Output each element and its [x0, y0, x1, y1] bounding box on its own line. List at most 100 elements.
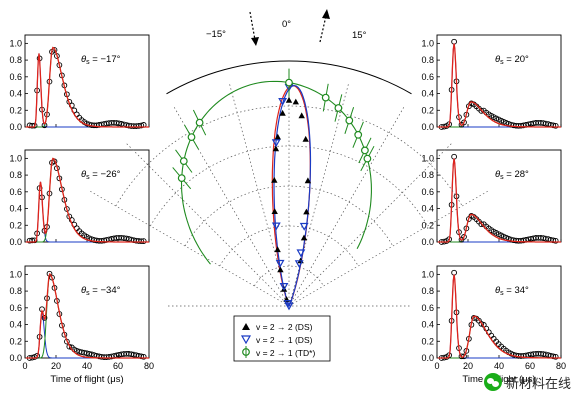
ytick-label: 0.8	[9, 55, 22, 65]
ds22-point	[304, 177, 312, 184]
ytick-label: 0.2	[421, 336, 434, 346]
xaxis-label: Time of flight (μs)	[50, 374, 123, 385]
ytick-label: 0.2	[421, 105, 434, 115]
data-point	[49, 274, 55, 281]
total-fit-curve	[25, 46, 149, 128]
ytick-label: 0.4	[421, 89, 434, 99]
data-point	[552, 353, 559, 360]
grid-radial	[228, 81, 290, 307]
ds21-point	[294, 260, 304, 269]
ds22-point	[292, 98, 299, 105]
legend-label-2: v = 2 → 1 (TD*)	[256, 348, 315, 358]
grid-arc	[254, 265, 324, 287]
ytick-label: 0.2	[9, 336, 22, 346]
ytick-label: 0.8	[421, 170, 434, 180]
data-point	[461, 119, 467, 126]
ds22-point	[272, 145, 280, 152]
ds22-point	[303, 208, 310, 215]
xtick-label: 40	[82, 361, 92, 371]
ds22-point	[274, 246, 281, 253]
data-point	[140, 238, 147, 244]
ytick-label: 0.6	[9, 72, 22, 82]
ds22-point	[285, 96, 293, 103]
theta-annotation: θs = 34°	[495, 285, 529, 297]
grid-arc	[219, 225, 359, 267]
ytick-label: 0.4	[9, 204, 22, 214]
ytick-label: 0.2	[9, 220, 22, 230]
ytick-label: 0.8	[9, 286, 22, 296]
xtick-label: 60	[113, 361, 123, 371]
td-point	[187, 133, 196, 142]
polar-points	[172, 68, 375, 311]
ytick-label: 0.8	[421, 286, 434, 296]
xtick-label: 60	[525, 361, 535, 371]
xtick-label: 20	[51, 361, 61, 371]
data-point	[34, 352, 40, 359]
ds21-point	[278, 98, 288, 106]
grid-arc	[115, 105, 463, 207]
data-point	[542, 235, 549, 242]
ds22-point	[277, 266, 284, 273]
ytick-label: 0.8	[9, 170, 22, 180]
data-point	[83, 350, 90, 357]
ds22-point	[302, 135, 309, 142]
xtick-label: 0	[434, 361, 439, 371]
data-point	[88, 351, 95, 358]
data-point	[41, 315, 48, 321]
tof-panel-c: 0.0 0.2 0.4 0.6 0.8 1.0 0 20 40 60 80 Time of fligh…	[9, 265, 154, 385]
data-point	[550, 353, 557, 360]
ds22-point	[271, 176, 278, 183]
total-fit-curve	[437, 43, 561, 128]
data-point	[478, 108, 485, 114]
angle-label-neg15: −15°	[206, 29, 226, 40]
angle-label-15: 15°	[352, 30, 367, 41]
tof-frame	[436, 265, 562, 359]
grid-radial	[288, 104, 406, 307]
ytick-label: 1.0	[421, 153, 434, 163]
data-point	[73, 347, 80, 354]
theta-annotation: θs = 28°	[495, 169, 529, 181]
ds21-point	[284, 302, 294, 311]
tof-panel-b: 0.0 0.2 0.4 0.6 0.8 1.0 θs = −26°	[9, 149, 150, 247]
ytick-label: 0.4	[9, 89, 22, 99]
data-point	[130, 351, 137, 358]
td-point	[361, 146, 369, 155]
td-point	[345, 116, 354, 125]
ds22-point	[298, 112, 305, 119]
ytick-label: 1.0	[421, 269, 434, 279]
grid-radial	[288, 81, 350, 307]
data-point	[138, 122, 145, 129]
data-point	[552, 237, 559, 244]
tof-frame	[24, 149, 150, 243]
data-point	[31, 122, 38, 129]
ytick-label: 0.6	[9, 303, 22, 313]
watermark-text: 新材料在线	[506, 376, 572, 392]
ds22-point	[271, 208, 278, 214]
total-fit-curve	[437, 274, 561, 359]
xtick-label: 80	[556, 361, 566, 371]
data-point	[118, 121, 125, 127]
polar-curves	[180, 80, 372, 307]
legend-label-1: v = 2 → 1 (DS)	[256, 335, 313, 345]
tof-panel-d: 0.0 0.2 0.4 0.6 0.8 1.0 θs = 20°	[421, 34, 562, 132]
incident-arrow-line	[249, 11, 256, 41]
ytick-label: 0.0	[421, 122, 434, 132]
data-point	[542, 351, 549, 358]
data-point	[461, 234, 467, 240]
ds21-point	[271, 139, 281, 148]
ds21-point	[271, 222, 281, 231]
legend-marker-filled-triangle	[242, 323, 250, 330]
tof-frame	[24, 34, 150, 128]
td-point	[321, 93, 330, 102]
beam-arrows	[249, 9, 330, 46]
td-point	[195, 118, 204, 127]
ytick-label: 0.4	[421, 204, 434, 214]
data-point	[29, 237, 35, 244]
ytick-label: 0.2	[9, 105, 22, 115]
data-point	[550, 237, 557, 244]
ytick-label: 0.0	[9, 122, 22, 132]
ytick-label: 0.6	[421, 303, 434, 313]
data-point	[31, 237, 38, 244]
grid-arc	[150, 145, 428, 227]
